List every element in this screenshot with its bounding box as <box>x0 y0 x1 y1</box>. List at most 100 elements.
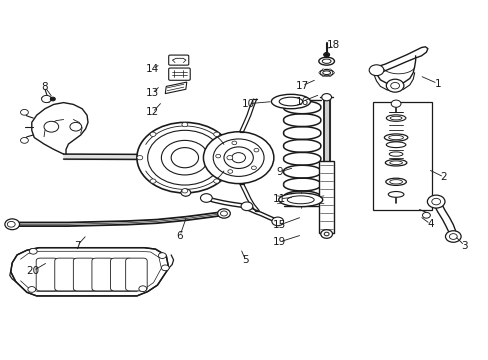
Ellipse shape <box>386 115 405 121</box>
Circle shape <box>7 221 15 227</box>
FancyBboxPatch shape <box>36 258 58 291</box>
Ellipse shape <box>278 193 322 207</box>
Text: 13: 13 <box>145 88 159 98</box>
Ellipse shape <box>389 180 402 184</box>
Polygon shape <box>373 47 427 75</box>
Circle shape <box>324 232 328 236</box>
Circle shape <box>390 82 399 89</box>
Text: 17: 17 <box>295 81 308 91</box>
FancyBboxPatch shape <box>92 258 113 291</box>
Circle shape <box>322 69 324 70</box>
Text: 14: 14 <box>145 64 159 74</box>
Circle shape <box>231 141 236 145</box>
Bar <box>372 102 431 210</box>
Circle shape <box>70 122 81 131</box>
Circle shape <box>158 253 166 258</box>
Text: 19: 19 <box>272 237 286 247</box>
Ellipse shape <box>389 116 401 120</box>
Polygon shape <box>165 82 186 94</box>
FancyBboxPatch shape <box>110 258 132 291</box>
Text: 10: 10 <box>242 99 254 109</box>
Text: 2: 2 <box>440 172 447 182</box>
Text: 18: 18 <box>326 40 340 50</box>
Circle shape <box>422 212 429 218</box>
Text: 20: 20 <box>27 266 40 276</box>
Circle shape <box>215 154 220 158</box>
Circle shape <box>161 140 208 175</box>
Text: 16: 16 <box>295 96 308 107</box>
Circle shape <box>320 230 332 238</box>
Text: 8: 8 <box>41 82 48 92</box>
FancyBboxPatch shape <box>168 55 188 65</box>
Circle shape <box>44 121 59 132</box>
FancyBboxPatch shape <box>125 258 147 291</box>
Text: 6: 6 <box>176 231 183 241</box>
Text: 3: 3 <box>460 240 467 251</box>
Circle shape <box>231 153 245 163</box>
Circle shape <box>213 132 219 136</box>
Text: 15: 15 <box>272 220 286 230</box>
Ellipse shape <box>387 192 403 197</box>
Circle shape <box>321 94 331 101</box>
Circle shape <box>328 69 330 70</box>
Circle shape <box>318 72 320 73</box>
Circle shape <box>323 53 329 57</box>
Ellipse shape <box>287 196 313 204</box>
Circle shape <box>161 265 169 271</box>
Ellipse shape <box>389 161 402 165</box>
Circle shape <box>271 217 283 226</box>
Ellipse shape <box>322 59 330 63</box>
Circle shape <box>20 109 28 115</box>
Circle shape <box>427 195 444 208</box>
Circle shape <box>368 65 383 76</box>
Circle shape <box>182 189 187 193</box>
Circle shape <box>220 211 227 216</box>
Text: 11: 11 <box>272 194 286 204</box>
Circle shape <box>182 122 187 127</box>
Circle shape <box>251 166 256 170</box>
Text: 1: 1 <box>433 78 440 89</box>
Ellipse shape <box>385 159 406 166</box>
Ellipse shape <box>322 71 330 75</box>
Text: 7: 7 <box>74 240 81 251</box>
Circle shape <box>29 248 37 254</box>
Circle shape <box>28 287 36 292</box>
Ellipse shape <box>318 57 334 65</box>
Circle shape <box>445 231 460 242</box>
FancyBboxPatch shape <box>55 258 76 291</box>
Circle shape <box>332 72 334 73</box>
Circle shape <box>227 170 232 173</box>
Circle shape <box>328 75 330 77</box>
Text: 9: 9 <box>276 167 283 177</box>
Circle shape <box>5 219 20 230</box>
Ellipse shape <box>279 97 302 106</box>
Ellipse shape <box>388 135 403 140</box>
Circle shape <box>217 209 230 218</box>
Circle shape <box>200 194 212 202</box>
Text: 5: 5 <box>242 255 248 265</box>
Circle shape <box>50 97 55 101</box>
Circle shape <box>431 198 440 205</box>
Circle shape <box>390 100 400 107</box>
Ellipse shape <box>386 142 405 148</box>
Circle shape <box>137 122 232 193</box>
FancyBboxPatch shape <box>168 68 190 80</box>
Bar <box>319 161 333 233</box>
Circle shape <box>139 286 146 292</box>
Circle shape <box>224 147 253 168</box>
Circle shape <box>181 189 190 196</box>
Circle shape <box>386 79 403 92</box>
Text: 4: 4 <box>426 219 433 229</box>
Ellipse shape <box>385 178 406 185</box>
Circle shape <box>253 148 258 152</box>
Circle shape <box>203 132 273 184</box>
Circle shape <box>41 95 51 103</box>
Circle shape <box>137 156 142 160</box>
Circle shape <box>20 138 28 143</box>
Circle shape <box>150 179 156 183</box>
Ellipse shape <box>388 152 402 156</box>
Ellipse shape <box>384 134 407 141</box>
Circle shape <box>171 148 198 168</box>
FancyBboxPatch shape <box>73 258 95 291</box>
Circle shape <box>226 156 232 160</box>
